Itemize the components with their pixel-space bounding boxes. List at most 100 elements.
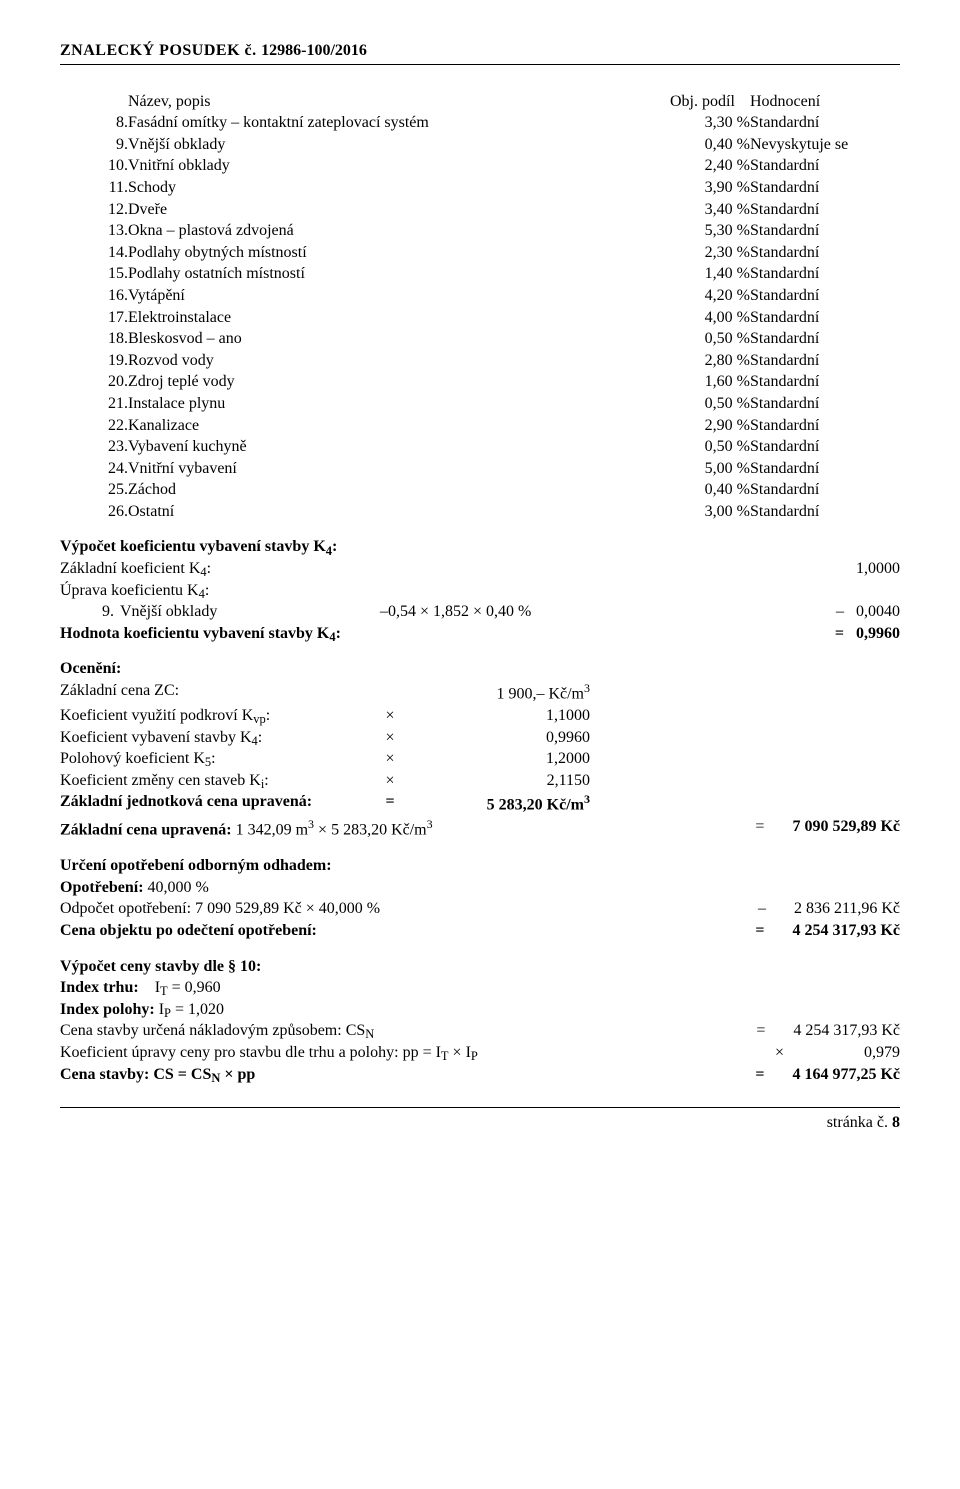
row-rating: Standardní [750, 285, 900, 307]
oceneni-block: Ocenění: Základní cena ZC:1 900,– Kč/m3K… [60, 658, 900, 841]
row-label: Dveře [128, 199, 660, 221]
row-label: Elektroinstalace [128, 307, 660, 329]
oc-label: Koeficient využití podkroví Kvp: [60, 705, 370, 727]
row-rating: Standardní [750, 371, 900, 393]
row-rating: Standardní [750, 350, 900, 372]
row-label: Bleskosvod – ano [128, 328, 660, 350]
oc-label: Základní cena ZC: [60, 680, 370, 705]
row-rating: Standardní [750, 328, 900, 350]
oc-value: 1,2000 [410, 748, 590, 770]
row-label: Záchod [128, 479, 660, 501]
table-row: 19.Rozvod vody2,80 %Standardní [90, 350, 900, 372]
table-row: 13.Okna – plastová zdvojená5,30 %Standar… [90, 220, 900, 242]
oc-value: 1 900,– Kč/m3 [410, 680, 590, 705]
table-row: 11.Schody3,90 %Standardní [90, 177, 900, 199]
row-rating: Nevyskytuje se [750, 134, 900, 156]
row-pct: 3,00 % [660, 501, 750, 523]
k4-hod-row: Hodnota koeficientu vybavení stavby K4: … [60, 623, 900, 645]
opotrebeni-block: Určení opotřebení odborným odhadem: Opot… [60, 855, 900, 941]
row-label: Podlahy ostatních místností [128, 263, 660, 285]
main-table: Název, popis Obj. podíl Hodnocení 8.Fasá… [90, 91, 900, 523]
table-row: 16.Vytápění4,20 %Standardní [90, 285, 900, 307]
row-rating: Standardní [750, 263, 900, 285]
row-num: 22. [90, 415, 128, 437]
row-num: 19. [90, 350, 128, 372]
row-label: Vnitřní vybavení [128, 458, 660, 480]
row-label: Podlahy obytných místností [128, 242, 660, 264]
oc-label: Polohový koeficient K5: [60, 748, 370, 770]
row-num: 16. [90, 285, 128, 307]
oc-value: 2,1150 [410, 770, 590, 792]
row-rating: Standardní [750, 199, 900, 221]
th-name: Název, popis [128, 91, 660, 113]
row-num: 18. [90, 328, 128, 350]
opotrebeni-line3: Cena objektu po odečtení opotřebení: = 4… [60, 920, 900, 942]
row-pct: 0,50 % [660, 436, 750, 458]
row-rating: Standardní [750, 415, 900, 437]
final-row: Cena stavby: CS = CSN × pp = 4 164 977,2… [60, 1064, 900, 1086]
row-rating: Standardní [750, 112, 900, 134]
row-pct: 5,00 % [660, 458, 750, 480]
row-num: 11. [90, 177, 128, 199]
oceneni-row: Koeficient vybavení stavby K4:×0,9960 [60, 727, 900, 749]
table-row: 8.Fasádní omítky – kontaktní zateplovací… [90, 112, 900, 134]
row-rating: Standardní [750, 458, 900, 480]
row-label: Vytápění [128, 285, 660, 307]
row-label: Vnitřní obklady [128, 155, 660, 177]
row-pct: 3,30 % [660, 112, 750, 134]
th-rating: Hodnocení [750, 91, 900, 113]
row-num: 17. [90, 307, 128, 329]
table-row: 25.Záchod0,40 %Standardní [90, 479, 900, 501]
footer-label: stránka č. [827, 1114, 892, 1131]
cena-block: Výpočet ceny stavby dle § 10: Index trhu… [60, 956, 900, 1086]
row-rating: Standardní [750, 501, 900, 523]
row-pct: 3,40 % [660, 199, 750, 221]
row-num: 20. [90, 371, 128, 393]
row-pct: 2,40 % [660, 155, 750, 177]
row-rating: Standardní [750, 220, 900, 242]
index-polohy: Index polohy: IP = 1,020 [60, 999, 900, 1021]
k4-base-row: Základní koeficient K4: 1,0000 [60, 558, 900, 580]
row-num: 14. [90, 242, 128, 264]
row-num: 26. [90, 501, 128, 523]
row-pct: 5,30 % [660, 220, 750, 242]
table-row: 18.Bleskosvod – ano0,50 %Standardní [90, 328, 900, 350]
table-row: 15.Podlahy ostatních místností1,40 %Stan… [90, 263, 900, 285]
oc-op [370, 680, 410, 705]
row-pct: 0,50 % [660, 393, 750, 415]
table-row: 9.Vnější obklady0,40 %Nevyskytuje se [90, 134, 900, 156]
row-num: 13. [90, 220, 128, 242]
cena-title: Výpočet ceny stavby dle § 10: [60, 956, 900, 978]
row-pct: 4,20 % [660, 285, 750, 307]
row-rating: Standardní [750, 242, 900, 264]
row-pct: 0,50 % [660, 328, 750, 350]
table-row: 21.Instalace plynu0,50 %Standardní [90, 393, 900, 415]
row-num: 8. [90, 112, 128, 134]
row-pct: 0,40 % [660, 479, 750, 501]
koef-row: Koeficient úpravy ceny pro stavbu dle tr… [60, 1042, 900, 1064]
row-pct: 0,40 % [660, 134, 750, 156]
row-label: Kanalizace [128, 415, 660, 437]
oc-op: × [370, 727, 410, 749]
row-pct: 2,90 % [660, 415, 750, 437]
row-num: 24. [90, 458, 128, 480]
row-pct: 3,90 % [660, 177, 750, 199]
oc-value: 1,1000 [410, 705, 590, 727]
oc-op: × [370, 770, 410, 792]
oc-label: Koeficient změny cen staveb Ki: [60, 770, 370, 792]
k4-title: Výpočet koeficientu vybavení stavby K4: [60, 536, 900, 558]
k4-adj-label: Úprava koeficientu K4: [60, 580, 900, 602]
unit-price-row: Základní jednotková cena upravená: = 5 2… [60, 791, 900, 816]
table-row: 20.Zdroj teplé vody1,60 %Standardní [90, 371, 900, 393]
row-label: Rozvod vody [128, 350, 660, 372]
row-label: Zdroj teplé vody [128, 371, 660, 393]
oc-value: 0,9960 [410, 727, 590, 749]
row-label: Schody [128, 177, 660, 199]
opotrebeni-line1: Opotřebení: 40,000 % [60, 877, 900, 899]
table-row: 12.Dveře3,40 %Standardní [90, 199, 900, 221]
row-label: Vybavení kuchyně [128, 436, 660, 458]
document-header: ZNALECKÝ POSUDEK č. 12986-100/2016 [60, 40, 900, 65]
row-rating: Standardní [750, 436, 900, 458]
row-label: Fasádní omítky – kontaktní zateplovací s… [128, 112, 660, 134]
opotrebeni-title: Určení opotřebení odborným odhadem: [60, 855, 900, 877]
